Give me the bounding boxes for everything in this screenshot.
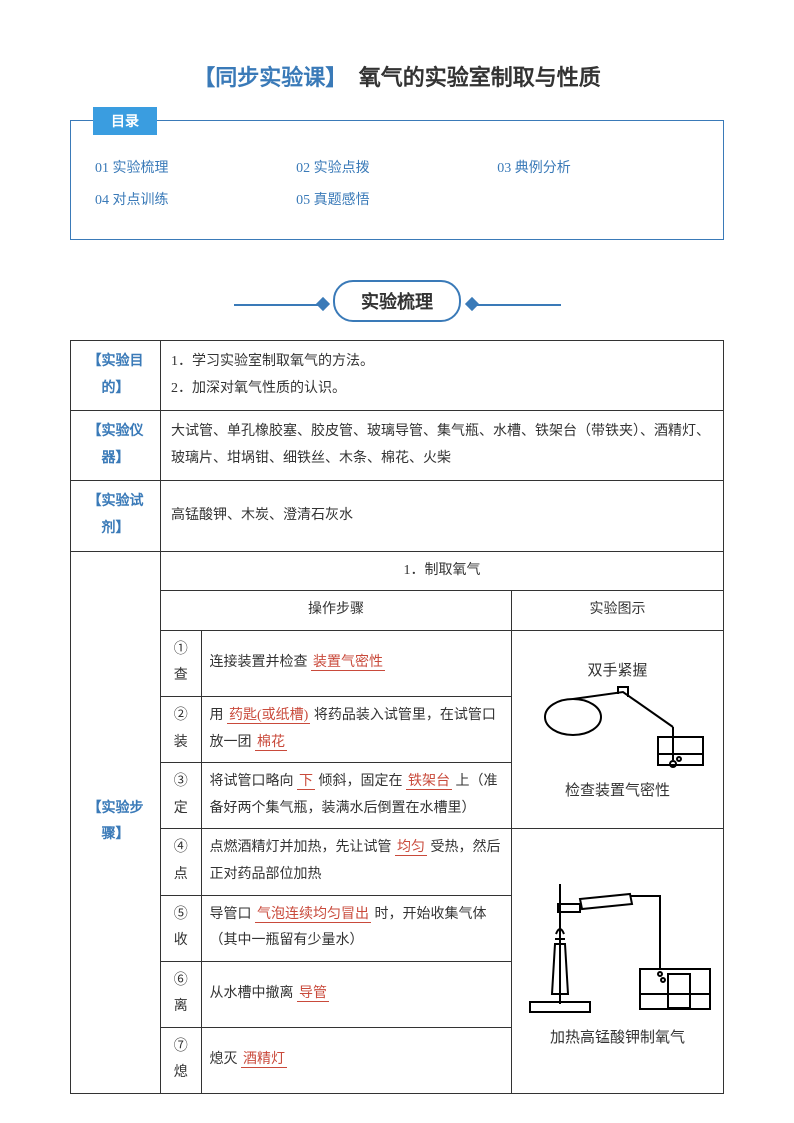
step-7-pre: 熄灭 <box>210 1052 238 1067</box>
step-5-pre: 导管口 <box>210 907 252 922</box>
step-7-text: 熄灭 酒精灯 <box>201 1027 512 1093</box>
diagram-2: 加热高锰酸钾制氧气 <box>512 829 724 1093</box>
purpose-cell: 1．学习实验室制取氧气的方法。 2．加深对氧气性质的认识。 <box>161 341 724 411</box>
col-fig: 实验图示 <box>512 591 724 631</box>
toc-grid: 01 实验梳理 02 实验点拨 03 典例分析 04 对点训练 05 真题感悟 <box>95 151 699 215</box>
apparatus-text: 大试管、单孔橡胶塞、胶皮管、玻璃导管、集气瓶、水槽、铁架台（带铁夹）、酒精灯、玻… <box>161 411 724 481</box>
steps-title: 1．制取氧气 <box>161 552 723 591</box>
diagram-1: 双手紧握 <box>512 630 724 829</box>
step-3-pre: 将试管口略向 <box>210 774 294 789</box>
step-4-text: 点燃酒精灯并加热，先让试管 均匀 受热，然后正对药品部位加热 <box>201 829 512 895</box>
step-2-text: 用 药匙(或纸槽) 将药品装入试管里，在试管口放一团 棉花 <box>201 696 512 762</box>
step-7-fill: 酒精灯 <box>241 1052 287 1068</box>
step-6-text: 从水槽中撤离 导管 <box>201 961 512 1027</box>
step-1-num: ①查 <box>161 630 201 696</box>
reagent-label: 【实验试剂】 <box>71 481 161 551</box>
toc-box: 目录 01 实验梳理 02 实验点拨 03 典例分析 04 对点训练 05 真题… <box>70 120 724 240</box>
airtight-diagram-icon <box>523 682 713 777</box>
heating-diagram-icon <box>520 874 715 1024</box>
step-3-mid: 倾斜，固定在 <box>319 774 403 789</box>
banner-label: 实验梳理 <box>333 280 461 322</box>
caption-2: 加热高锰酸钾制氧气 <box>520 1028 715 1049</box>
col-op: 操作步骤 <box>161 591 512 631</box>
step-4-num: ④点 <box>161 829 201 895</box>
step-6-fill: 导管 <box>297 986 329 1002</box>
purpose-line-1: 1．学习实验室制取氧气的方法。 <box>171 349 713 376</box>
toc-item-3[interactable]: 03 典例分析 <box>497 151 698 183</box>
caption-1a: 双手紧握 <box>520 661 715 682</box>
purpose-label: 【实验目的】 <box>71 341 161 411</box>
step-1-text: 连接装置并检查 装置气密性 <box>201 630 512 696</box>
main-table: 【实验目的】 1．学习实验室制取氧气的方法。 2．加深对氧气性质的认识。 【实验… <box>70 340 724 1094</box>
toc-item-1[interactable]: 01 实验梳理 <box>95 151 296 183</box>
toc-item-4[interactable]: 04 对点训练 <box>95 183 296 215</box>
toc-tab: 目录 <box>93 107 157 135</box>
step-7-num: ⑦熄 <box>161 1027 201 1093</box>
step-3-fill: 下 <box>297 774 315 790</box>
title-main: 氧气的实验室制取与性质 <box>359 65 601 90</box>
step-3-fill2: 铁架台 <box>406 774 452 790</box>
step-2-pre: 用 <box>210 708 224 723</box>
steps-label: 【实验步骤】 <box>71 551 161 1094</box>
step-1-pre: 连接装置并检查 <box>210 655 308 670</box>
step-3-text: 将试管口略向 下 倾斜，固定在 铁架台 上（准备好两个集气瓶，装满水后倒置在水槽… <box>201 763 512 829</box>
steps-table: 1．制取氧气 操作步骤 实验图示 ①查 连接装置并检查 装置气密性 双手紧握 <box>161 552 723 1094</box>
purpose-line-2: 2．加深对氧气性质的认识。 <box>171 376 713 403</box>
step-5-text: 导管口 气泡连续均匀冒出 时，开始收集气体（其中一瓶留有少量水） <box>201 895 512 961</box>
step-4-pre: 点燃酒精灯并加热，先让试管 <box>210 840 392 855</box>
step-5-num: ⑤收 <box>161 895 201 961</box>
step-6-num: ⑥离 <box>161 961 201 1027</box>
step-2-fill: 药匙(或纸槽) <box>227 708 310 724</box>
toc-item-2[interactable]: 02 实验点拨 <box>296 151 497 183</box>
page-title: 【同步实验课】 氧气的实验室制取与性质 <box>70 60 724 92</box>
step-6-pre: 从水槽中撤离 <box>210 986 294 1001</box>
step-3-num: ③定 <box>161 763 201 829</box>
step-2-num: ②装 <box>161 696 201 762</box>
title-bracket: 【同步实验课】 <box>193 65 347 90</box>
toc-item-5[interactable]: 05 真题感悟 <box>296 183 497 215</box>
step-2-fill2: 棉花 <box>255 735 287 751</box>
section-banner: 实验梳理 <box>70 280 724 322</box>
steps-cell: 1．制取氧气 操作步骤 实验图示 ①查 连接装置并检查 装置气密性 双手紧握 <box>161 551 724 1094</box>
step-5-fill: 气泡连续均匀冒出 <box>255 907 371 923</box>
caption-1b: 检查装置气密性 <box>520 781 715 802</box>
reagent-text: 高锰酸钾、木炭、澄清石灰水 <box>161 481 724 551</box>
apparatus-label: 【实验仪器】 <box>71 411 161 481</box>
step-4-fill: 均匀 <box>395 840 427 856</box>
step-1-fill: 装置气密性 <box>311 655 385 671</box>
banner-arrow-left-icon <box>234 301 324 309</box>
banner-arrow-right-icon <box>471 301 561 309</box>
